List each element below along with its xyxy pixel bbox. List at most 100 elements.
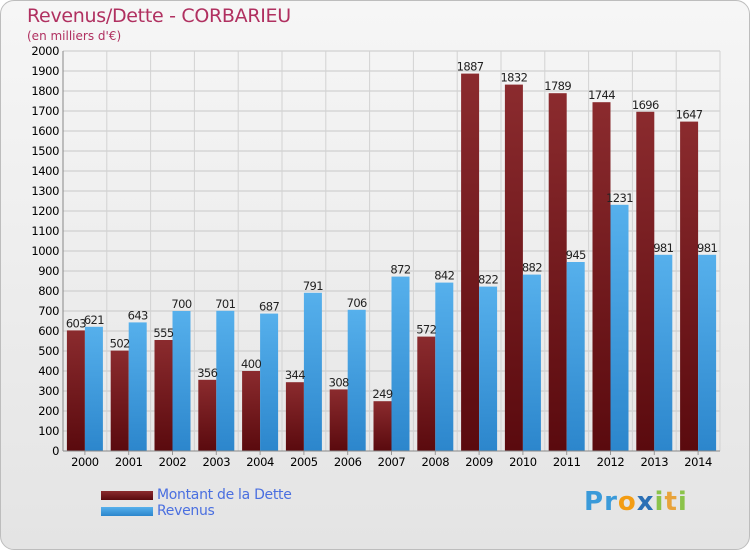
y-tick-label: 1400 (31, 164, 59, 178)
data-label-revenue: 981 (653, 241, 673, 255)
bar-debt (417, 336, 436, 451)
x-tick-label: 2012 (597, 455, 625, 469)
bar-revenue (216, 310, 235, 451)
bar-revenue (566, 262, 585, 451)
data-label-debt: 1647 (676, 108, 703, 122)
logo-letter: r (604, 487, 618, 517)
y-tick-label: 1700 (31, 104, 59, 118)
data-label-debt: 356 (197, 366, 217, 380)
y-tick-label: 100 (38, 424, 59, 438)
logo-letter: x (636, 487, 655, 517)
bar-revenue (84, 326, 103, 451)
y-tick-label: 700 (38, 304, 59, 318)
logo-letter: i (677, 487, 688, 517)
x-tick-label: 2002 (159, 455, 187, 469)
x-tick-label: 2006 (334, 455, 362, 469)
y-tick-label: 200 (38, 404, 59, 418)
logo-letter: t (664, 487, 678, 517)
x-tick-label: 2013 (640, 455, 668, 469)
bar-revenue (435, 282, 454, 451)
x-tick-label: 2001 (115, 455, 143, 469)
bar-debt (154, 340, 173, 451)
data-label-revenue: 882 (522, 261, 542, 275)
logo-letter: i (654, 487, 665, 517)
x-tick-label: 2005 (290, 455, 318, 469)
x-tick-label: 2008 (421, 455, 449, 469)
data-label-revenue: 706 (347, 296, 367, 310)
bar-revenue (654, 254, 673, 451)
x-tick-label: 2014 (684, 455, 712, 469)
chart-title: Revenus/Dette - CORBARIEU (27, 5, 291, 27)
bar-revenue (522, 274, 541, 451)
bar-revenue (610, 204, 629, 451)
y-tick-label: 1200 (31, 204, 59, 218)
logo-letter: o (617, 487, 637, 517)
data-label-revenue: 1231 (606, 191, 633, 205)
y-tick-label: 300 (38, 384, 59, 398)
data-label-debt: 1789 (544, 79, 571, 93)
data-label-debt: 603 (66, 316, 86, 330)
legend-swatch-debt (101, 490, 153, 500)
data-label-debt: 502 (110, 337, 130, 351)
bar-revenue (172, 311, 191, 451)
data-label-revenue: 701 (215, 297, 235, 311)
bar-revenue (391, 276, 410, 451)
bars (66, 73, 717, 452)
y-tick-label: 1800 (31, 84, 59, 98)
y-tick-label: 800 (38, 284, 59, 298)
x-tick-label: 2009 (465, 455, 493, 469)
y-tick-label: 0 (52, 444, 59, 458)
bar-debt (592, 102, 611, 451)
data-label-debt: 308 (329, 375, 349, 389)
data-label-debt: 555 (153, 326, 173, 340)
data-label-debt: 572 (416, 323, 436, 337)
data-label-revenue: 700 (171, 297, 191, 311)
data-label-revenue: 842 (434, 269, 454, 283)
bar-debt (373, 401, 392, 451)
data-label-debt: 249 (372, 387, 392, 401)
y-tick-label: 1900 (31, 64, 59, 78)
data-label-revenue: 687 (259, 300, 279, 314)
legend: Montant de la Dette Revenus (101, 487, 292, 519)
logo-letter: P (584, 487, 605, 517)
legend-item-debt: Montant de la Dette (101, 487, 292, 503)
legend-item-revenue: Revenus (101, 503, 292, 519)
y-tick-label: 1000 (31, 244, 59, 258)
x-tick-label: 2000 (71, 455, 99, 469)
y-tick-label: 2000 (31, 44, 59, 58)
bar-debt (504, 84, 523, 451)
legend-swatch-revenue (101, 506, 153, 516)
bar-revenue (260, 313, 279, 451)
data-label-debt: 400 (241, 357, 261, 371)
x-tick-label: 2010 (509, 455, 537, 469)
data-label-revenue: 945 (566, 248, 586, 262)
bar-debt (242, 371, 261, 451)
x-tick-label: 2003 (202, 455, 230, 469)
data-label-revenue: 621 (84, 313, 104, 327)
data-label-debt: 344 (285, 368, 305, 382)
x-tick-label: 2011 (553, 455, 581, 469)
y-tick-label: 1500 (31, 144, 59, 158)
y-tick-label: 600 (38, 324, 59, 338)
y-tick-label: 400 (38, 364, 59, 378)
bar-debt (198, 379, 217, 451)
bar-debt (285, 382, 304, 451)
bar-revenue (479, 286, 498, 451)
bar-debt (548, 93, 567, 451)
data-label-debt: 1887 (457, 60, 484, 74)
bar-revenue (347, 309, 366, 451)
y-tick-label: 900 (38, 264, 59, 278)
bar-revenue (303, 292, 322, 451)
data-label-revenue: 643 (128, 308, 148, 322)
bar-debt (66, 330, 85, 451)
bar-debt (636, 111, 655, 452)
bar-debt (461, 73, 480, 451)
data-label-revenue: 872 (390, 263, 410, 277)
data-label-revenue: 822 (478, 273, 498, 287)
data-label-debt: 1832 (500, 71, 527, 85)
bar-debt (680, 121, 699, 451)
bar-revenue (698, 254, 717, 451)
